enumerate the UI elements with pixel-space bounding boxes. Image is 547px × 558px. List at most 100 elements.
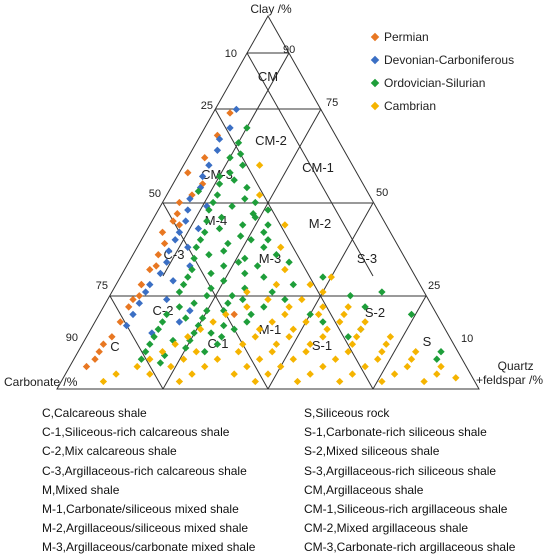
data-point-cambrian	[255, 355, 264, 363]
data-point-ordovician-silurian	[264, 236, 272, 244]
data-point-cambrian	[230, 370, 238, 378]
legend-item-permian: Permian	[370, 30, 429, 44]
data-point-ordovician-silurian	[156, 359, 165, 367]
data-point-ordovician-silurian	[226, 154, 234, 162]
data-point-ordovician-silurian	[285, 258, 293, 266]
data-point-cambrian	[293, 377, 302, 386]
legend-label-cambrian: Cambrian	[384, 99, 436, 113]
data-point-cambrian	[281, 265, 289, 274]
data-point-cambrian	[272, 280, 281, 289]
data-point-ordovician-silurian	[251, 213, 259, 222]
legend: Permian Devonian-Carboniferous Ordovicia…	[370, 30, 514, 113]
data-point-ordovician-silurian	[154, 325, 162, 333]
data-point-cambrian	[175, 377, 184, 386]
key-item: S-2,Mixed siliceous shale	[304, 444, 440, 459]
data-point-ordovician-silurian	[146, 340, 154, 348]
data-point-devonian-carboniferous	[146, 280, 154, 289]
data-point-ordovician-silurian	[182, 314, 190, 322]
data-point-ordovician-silurian	[220, 277, 228, 285]
data-point-cambrian	[306, 340, 314, 348]
data-point-cambrian	[167, 362, 175, 371]
data-point-ordovician-silurian	[198, 314, 207, 322]
data-point-cambrian	[314, 310, 323, 319]
data-point-devonian-carboniferous	[156, 269, 165, 278]
data-point-ordovician-silurian	[236, 232, 245, 240]
data-point-ordovician-silurian	[306, 310, 314, 319]
data-point-ordovician-silurian	[437, 348, 445, 356]
legend-label-devonian-carboniferous: Devonian-Carboniferous	[384, 53, 514, 67]
data-point-ordovician-silurian	[281, 295, 289, 304]
data-point-ordovician-silurian	[239, 295, 247, 304]
clay-tick-10: 10	[225, 48, 237, 60]
key-column-right: S,Siliceous rock S-1,Carbonate-rich sili…	[304, 404, 515, 558]
region-label-m-2: M-2	[309, 216, 331, 231]
data-point-permian	[226, 109, 234, 117]
key-item: C-1,Siliceous-rich calcareous shale	[42, 425, 230, 440]
data-point-cambrian	[306, 370, 314, 378]
data-point-cambrian	[403, 362, 411, 371]
data-point-cambrian	[158, 348, 167, 356]
clay-tick-90: 90	[66, 332, 78, 344]
data-point-ordovician-silurian	[163, 310, 171, 319]
data-point-ordovician-silurian	[213, 191, 222, 199]
data-point-ordovician-silurian	[241, 254, 249, 263]
data-point-ordovician-silurian	[201, 348, 209, 356]
data-point-cambrian	[255, 191, 264, 199]
data-point-cambrian	[99, 377, 108, 386]
data-point-cambrian	[234, 348, 243, 356]
data-point-ordovician-silurian	[184, 273, 192, 281]
carbonate-tick-10: 10	[461, 333, 473, 345]
data-point-cambrian	[378, 348, 386, 356]
data-point-devonian-carboniferous	[186, 307, 194, 315]
data-point-cambrian	[213, 355, 222, 363]
quartz-axis-title-line-1: Quartz	[498, 359, 534, 373]
data-point-cambrian	[281, 310, 289, 319]
data-point-cambrian	[251, 333, 259, 341]
data-point-cambrian	[133, 362, 141, 371]
clay-tick-50: 50	[149, 188, 161, 200]
region-label-cm-3: CM-3	[201, 167, 233, 182]
key-item: C-3,Argillaceous-rich calcareous shale	[42, 463, 247, 478]
carb-75-line	[109, 295, 164, 390]
data-point-ordovician-silurian	[207, 284, 215, 292]
data-point-ordovician-silurian	[201, 228, 209, 236]
data-point-permian	[95, 348, 103, 356]
data-point-cambrian	[201, 362, 209, 371]
data-point-ordovician-silurian	[137, 355, 146, 363]
data-point-devonian-carboniferous	[171, 236, 179, 244]
data-point-cambrian	[209, 318, 217, 326]
data-point-ordovician-silurian	[239, 221, 247, 229]
data-point-ordovician-silurian	[260, 228, 268, 236]
data-point-ordovician-silurian	[224, 299, 232, 307]
data-point-cambrian	[285, 333, 293, 341]
data-point-ordovician-silurian	[215, 224, 224, 233]
carbonate-tick-90: 90	[283, 44, 295, 56]
carbonate-tick-75: 75	[326, 97, 338, 109]
quartz-10-line	[162, 52, 290, 277]
data-point-cambrian	[327, 273, 335, 281]
carbonate-tick-50: 50	[376, 187, 388, 199]
data-point-devonian-carboniferous	[141, 288, 150, 296]
data-point-ordovician-silurian	[196, 236, 205, 244]
legend-item-ordovician-silurian: Ordovician-Silurian	[370, 76, 485, 90]
data-point-devonian-carboniferous	[163, 295, 171, 304]
data-point-ordovician-silurian	[213, 340, 222, 348]
data-point-cambrian	[264, 295, 272, 304]
data-point-cambrian	[306, 280, 314, 289]
data-point-cambrian	[348, 370, 357, 378]
data-point-permian	[175, 198, 184, 207]
data-point-ordovician-silurian	[243, 318, 251, 326]
key-item: S-1,Carbonate-rich siliceous shale	[304, 425, 487, 440]
region-label-c-2: C-2	[153, 303, 174, 318]
data-point-cambrian	[374, 355, 382, 363]
data-point-devonian-carboniferous	[122, 321, 131, 330]
region-label-m-1: M-1	[259, 322, 281, 337]
carb-25-line	[214, 108, 374, 390]
data-point-ordovician-silurian	[158, 318, 167, 326]
data-point-ordovician-silurian	[220, 321, 228, 330]
data-point-ordovician-silurian	[243, 124, 251, 132]
data-point-cambrian	[344, 303, 352, 311]
data-point-ordovician-silurian	[378, 288, 386, 296]
data-point-ordovician-silurian	[228, 292, 236, 300]
